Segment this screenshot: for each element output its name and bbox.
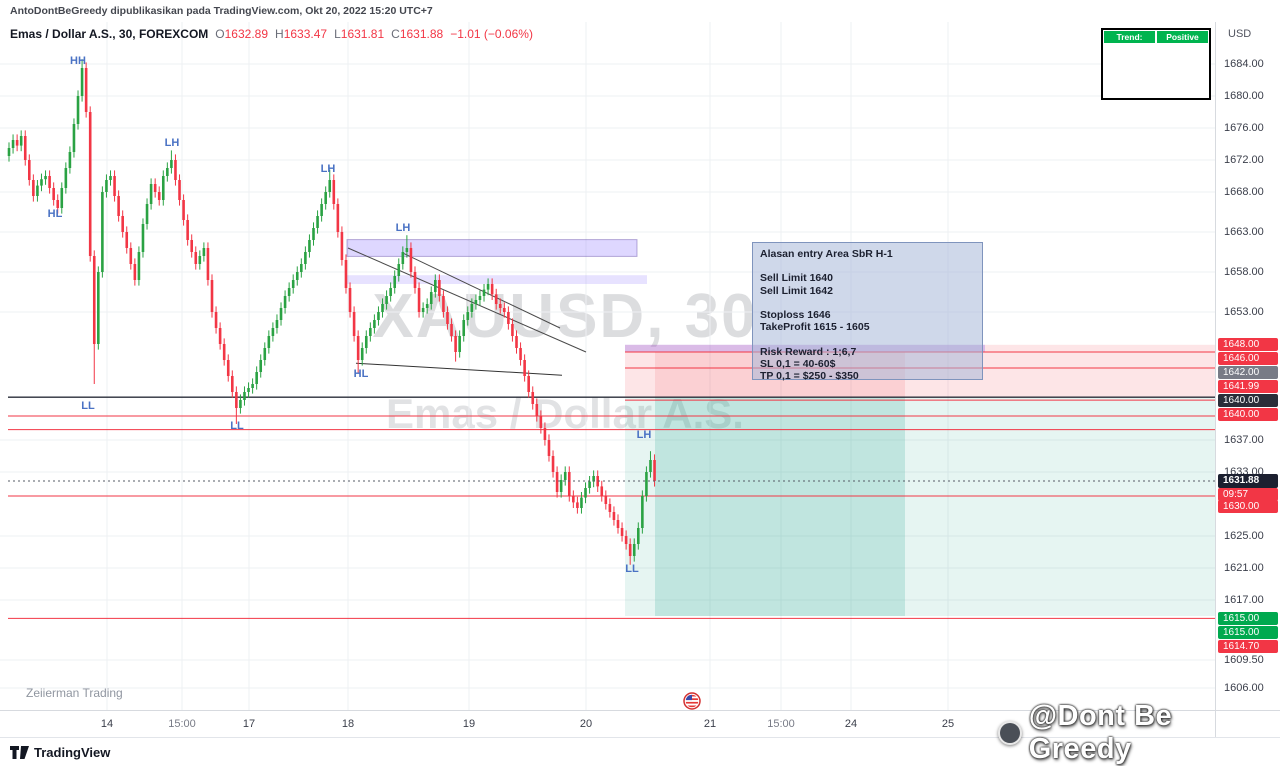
symbol-watermark: XAUUSD, 30: [372, 282, 758, 351]
time-tick-25: 25: [941, 718, 955, 730]
trade-plan-note[interactable]: Alasan entry Area SbR H-1 Sell Limit 164…: [752, 242, 983, 382]
economic-event-flag-icon[interactable]: [683, 692, 701, 710]
trendline-2[interactable]: [403, 253, 561, 329]
price-tick-1672.00: 1672.00: [1224, 154, 1264, 166]
annotation-line: Sell Limit 1640: [760, 272, 833, 285]
price-badge-1641.99: 1641.99: [1218, 380, 1278, 393]
axis-corner: [1215, 710, 1280, 737]
bottom-branding-bar: TradingView: [0, 737, 1280, 766]
price-tick-1637.00: 1637.00: [1224, 434, 1264, 446]
price-tick-1663.00: 1663.00: [1224, 226, 1264, 238]
gridlines: [0, 22, 1215, 710]
supply-zone-lower[interactable]: [347, 275, 647, 284]
price-badge-1630.00: 1630.00: [1218, 500, 1278, 513]
annotation-line: [760, 297, 975, 309]
price-badge-1646.00: 1646.00: [1218, 352, 1278, 365]
time-tick-24: 24: [844, 718, 858, 730]
price-tick-1625.00: 1625.00: [1224, 530, 1264, 542]
price-badge-1640.00: 1640.00: [1218, 394, 1278, 407]
trend-indicator-table[interactable]: Trend: Positive: [1101, 28, 1211, 100]
time-tick-20: 20: [579, 718, 593, 730]
price-tick-1658.00: 1658.00: [1224, 266, 1264, 278]
price-tick-1606.00: 1606.00: [1224, 682, 1264, 694]
publication-text: AntoDontBeGreedy dipublikasikan pada Tra…: [10, 5, 433, 17]
zeiierman-credit: Zeiierman Trading: [26, 686, 123, 700]
ohlc-open: O1632.89: [215, 27, 269, 41]
dont-be-greedy-text: @Dont Be Greedy: [1028, 700, 1173, 765]
annotation-line: Sell Limit 1642: [760, 284, 833, 297]
price-badge-1648.00: 1648.00: [1218, 338, 1278, 351]
price-tick-1653.00: 1653.00: [1224, 306, 1264, 318]
price-chart[interactable]: [0, 0, 1215, 766]
price-change: −1.01 (−0.06%): [450, 27, 533, 41]
ohlc-high: H1633.47: [275, 27, 328, 41]
price-badge-1640.00: 1640.00: [1218, 408, 1278, 421]
price-tick-1609.50: 1609.50: [1224, 654, 1264, 666]
annotation-line: TP 0,1 = $250 - $350: [760, 370, 859, 383]
dont-be-greedy-watermark: @Dont Be Greedy: [998, 700, 1280, 766]
price-tick-1668.00: 1668.00: [1224, 186, 1264, 198]
time-tick-21: 21: [703, 718, 717, 730]
trend-value-cell: Positive: [1157, 31, 1208, 43]
dont-be-greedy-logo-icon: [998, 721, 1022, 745]
time-tick-18: 18: [341, 718, 355, 730]
price-badge-1614.70: 1614.70: [1218, 640, 1278, 653]
axis-currency-label: USD: [1228, 28, 1252, 40]
time-tick-15:00: 15:00: [168, 718, 196, 730]
annotation-line: Alasan entry Area SbR H-1: [760, 248, 893, 260]
ohlc-low: L1631.81: [334, 27, 385, 41]
bar-countdown-badge: 09:57: [1218, 488, 1278, 501]
supply-zone-upper[interactable]: [346, 239, 638, 257]
price-tick-1684.00: 1684.00: [1224, 58, 1264, 70]
price-tick-1676.00: 1676.00: [1224, 122, 1264, 134]
price-badge-1615.00: 1615.00: [1218, 626, 1278, 639]
price-tick-1680.00: 1680.00: [1224, 90, 1264, 102]
trendline-1[interactable]: [347, 247, 587, 353]
time-tick-17: 17: [242, 718, 256, 730]
annotation-line: Stoploss 1646: [760, 309, 831, 322]
tradingview-logo-text: TradingView: [34, 744, 111, 760]
time-tick-19: 19: [462, 718, 476, 730]
symbol-title[interactable]: Emas / Dollar A.S., 30, FOREXCOM: [10, 27, 209, 41]
trend-label-cell: Trend:: [1104, 31, 1155, 43]
annotation-line: [760, 333, 975, 345]
time-tick-15:00: 15:00: [767, 718, 795, 730]
price-tick-1621.00: 1621.00: [1224, 562, 1264, 574]
trendline-3[interactable]: [355, 362, 563, 376]
annotation-line: [760, 260, 975, 272]
reward-zone-wide[interactable]: [625, 397, 1215, 616]
trend-indicator-header: Trend: Positive: [1103, 30, 1209, 44]
annotation-line: TakeProfit 1615 - 1605: [760, 321, 870, 334]
ohlc-close: C1631.88: [391, 27, 444, 41]
chart-legend[interactable]: Emas / Dollar A.S., 30, FOREXCOM O1632.8…: [10, 27, 533, 41]
reward-zone-overlap[interactable]: [655, 397, 905, 616]
publication-bar: AntoDontBeGreedy dipublikasikan pada Tra…: [0, 0, 1280, 22]
time-tick-14: 14: [100, 718, 114, 730]
trade-plan-note-text: Alasan entry Area SbR H-1 Sell Limit 164…: [760, 248, 975, 382]
candles[interactable]: [7, 59, 656, 565]
price-badge-1615.00: 1615.00: [1218, 612, 1278, 625]
annotation-line: SL 0,1 = 40-60$: [760, 357, 836, 370]
tradingview-logo[interactable]: TradingView: [10, 745, 110, 760]
price-tick-1617.00: 1617.00: [1224, 594, 1264, 606]
annotation-line: Risk Reward : 1;6,7: [760, 345, 857, 358]
current-price-badge: 1631.88: [1218, 474, 1278, 488]
price-axis[interactable]: USD 1684.00 1680.00 1676.00 1672.00 1668.00 1…: [1215, 22, 1280, 710]
price-badge-1642.00: 1642.00: [1218, 366, 1278, 379]
tradingview-logo-icon: [10, 745, 29, 759]
